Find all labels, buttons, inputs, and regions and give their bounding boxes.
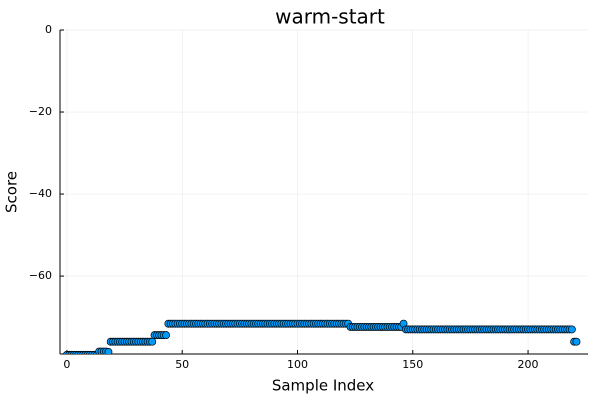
data-point [567,325,576,334]
x-tick-label: 200 [518,358,539,371]
y-tick-label: 0 [45,23,52,36]
y-tick-label: −20 [29,105,52,118]
x-axis-label: Sample Index [272,377,374,395]
data-point [572,337,581,346]
grid [60,29,588,354]
y-axis-label: Score [3,171,21,213]
data-points [63,319,581,354]
y-tick-label: −40 [29,187,52,200]
x-tick-label: 100 [287,358,308,371]
data-point [104,348,113,354]
tick-labels: 0 50 100 150 200 0 −20 −40 −60 [29,23,539,371]
x-tick-label: 0 [63,358,70,371]
chart-title: warm-start [275,5,385,29]
axes [59,29,588,355]
y-tick-label: −60 [29,269,52,282]
data-point [162,331,171,340]
data-point [148,337,157,346]
x-tick-label: 50 [175,358,189,371]
x-tick-label: 150 [402,358,423,371]
